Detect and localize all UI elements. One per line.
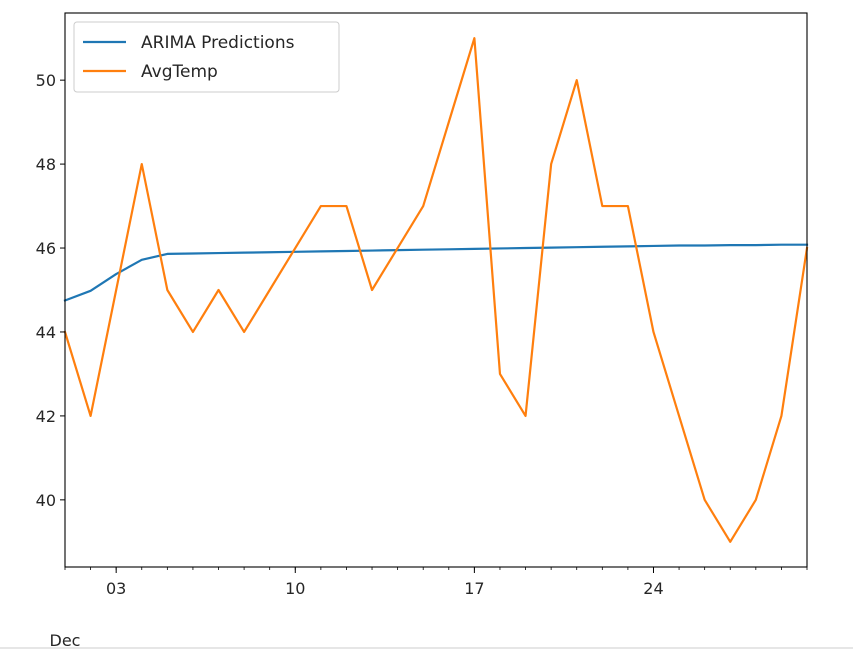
axes-frame xyxy=(64,12,808,568)
x-tick-label: 03 xyxy=(106,579,126,598)
series-line-2 xyxy=(63,37,809,543)
x-tick-label: 17 xyxy=(464,579,484,598)
legend-label: AvgTemp xyxy=(141,62,218,82)
legend-label: ARIMA Predictions xyxy=(141,33,295,53)
legend: ARIMA Predictions AvgTemp xyxy=(73,21,340,93)
y-tick-label: 48 xyxy=(36,155,56,174)
axes-layer: 40 42 44 46 48 50 03 10 17 24 xyxy=(36,12,808,598)
x-tick-label: 24 xyxy=(643,579,663,598)
x-axis-month-label: Dec xyxy=(50,631,81,649)
series-line-1 xyxy=(63,243,809,302)
y-tick-label: 42 xyxy=(36,407,56,426)
y-tick-label: 46 xyxy=(36,239,56,258)
x-tick-label: 10 xyxy=(285,579,305,598)
y-tick-label: 40 xyxy=(36,491,56,510)
bottom-divider xyxy=(0,647,853,649)
y-tick-label: 50 xyxy=(36,71,56,90)
series-layer xyxy=(63,37,809,543)
y-tick-label: 44 xyxy=(36,323,56,342)
legend-box xyxy=(73,21,340,93)
